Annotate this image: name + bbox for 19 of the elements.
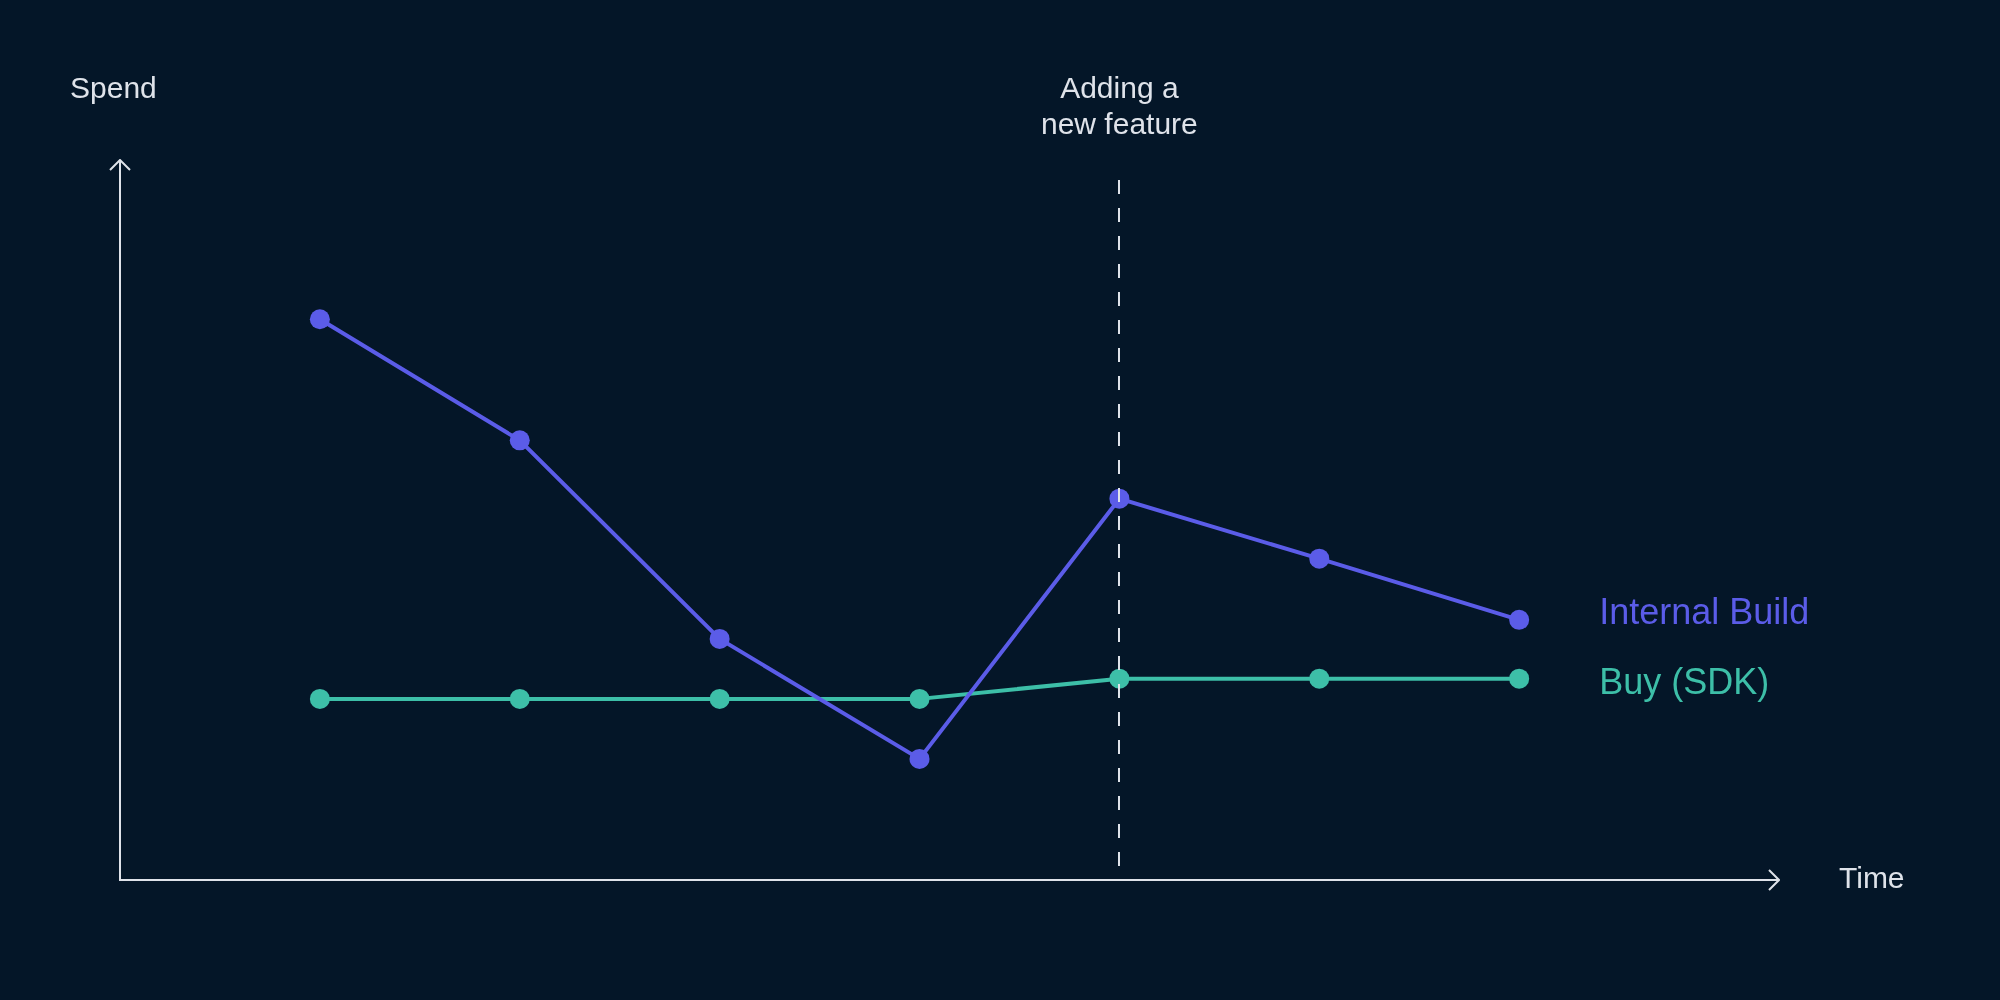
x-axis-title: Time xyxy=(1839,861,1905,895)
point xyxy=(1109,488,1130,509)
point xyxy=(1309,668,1330,689)
point xyxy=(1509,609,1530,630)
text: Adding a new feature xyxy=(1040,70,1199,142)
series-label: Buy (SDK) xyxy=(1599,661,1770,703)
point xyxy=(309,309,330,330)
point xyxy=(909,688,930,709)
point xyxy=(509,688,530,709)
point xyxy=(1109,668,1130,689)
point xyxy=(709,628,730,649)
point xyxy=(509,430,530,451)
text: Spend xyxy=(70,70,157,106)
point xyxy=(709,688,730,709)
point xyxy=(1509,668,1530,689)
point xyxy=(309,688,330,709)
point xyxy=(1309,548,1330,569)
point xyxy=(909,748,930,769)
series-label: Internal Build xyxy=(1599,591,1810,633)
